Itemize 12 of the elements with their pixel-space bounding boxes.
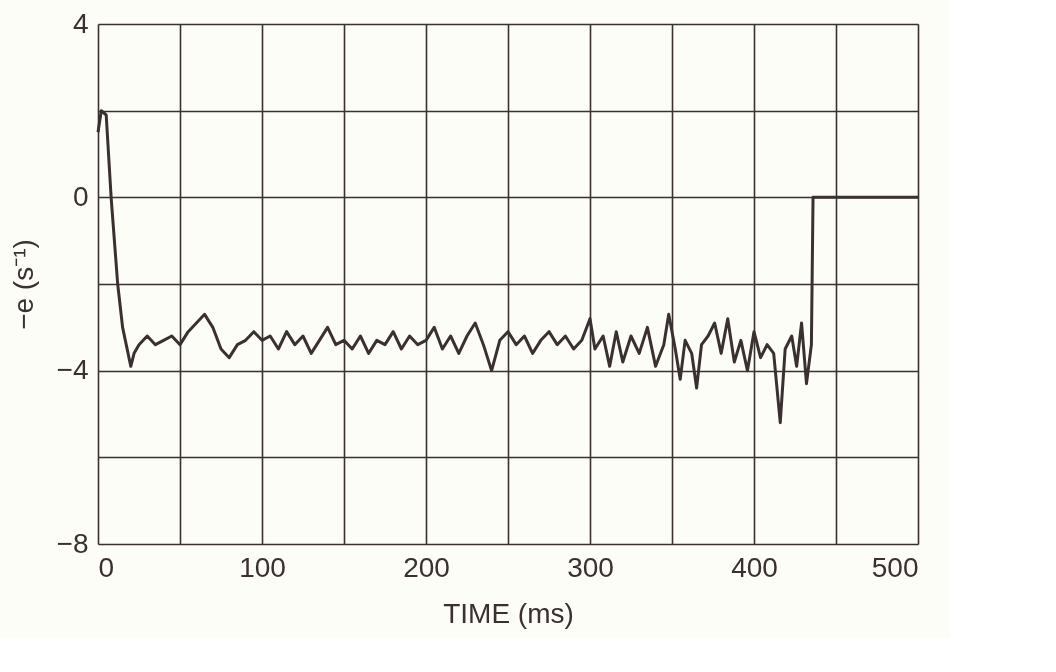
y-tick-label: −8	[56, 527, 89, 559]
y-axis-title: −e (s⁻¹)	[7, 239, 39, 330]
x-axis-title: TIME (ms)	[443, 597, 574, 629]
y-tick-label: 0	[72, 180, 89, 212]
x-tick-label: 0	[98, 551, 115, 583]
x-tick-label: 100	[239, 551, 286, 583]
x-tick-label: 500	[871, 551, 919, 583]
x-tick-label: 300	[567, 551, 614, 583]
y-tick-label: 4	[72, 7, 89, 39]
y-tick-label: −4	[56, 354, 89, 386]
x-tick-label: 200	[403, 551, 450, 583]
x-tick-label: 400	[731, 551, 778, 583]
